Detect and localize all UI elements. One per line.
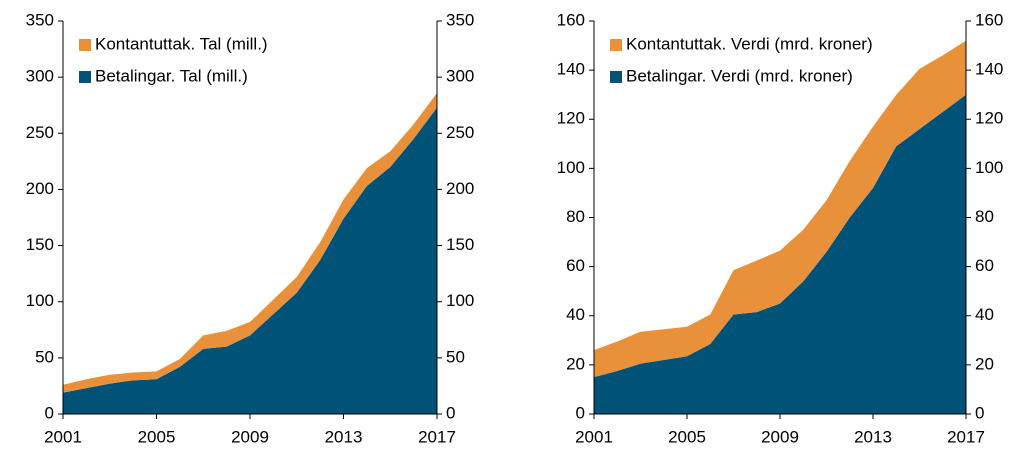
y2-tick-label: 140 (975, 60, 1003, 79)
x-tick-label: 2005 (138, 427, 176, 446)
y-tick-label: 140 (557, 60, 585, 79)
y2-tick-label: 200 (446, 179, 474, 198)
legend-label: Betalingar. Tal (mill.) (95, 66, 248, 85)
y2-tick-label: 300 (446, 67, 474, 86)
y-tick-label: 40 (566, 305, 585, 324)
y2-tick-label: 160 (975, 10, 1003, 29)
y-tick-label: 250 (26, 123, 54, 142)
legend-swatch (79, 71, 91, 83)
area (63, 92, 437, 393)
y-tick-label: 20 (566, 354, 585, 373)
legend-swatch (79, 39, 91, 51)
y-tick-label: 0 (576, 403, 585, 422)
y-tick-label: 0 (45, 403, 54, 422)
x-tick-label: 2013 (325, 427, 363, 446)
legend-label: Kontantuttak. Verdi (mrd. kroner) (626, 34, 873, 53)
x-tick-label: 2017 (418, 427, 456, 446)
x-tick-label: 2001 (575, 427, 613, 446)
y2-tick-label: 100 (446, 291, 474, 310)
area (63, 107, 437, 415)
y-tick-label: 100 (26, 291, 54, 310)
y2-tick-label: 250 (446, 123, 474, 142)
y-tick-label: 120 (557, 109, 585, 128)
y2-tick-label: 0 (975, 403, 984, 422)
y-tick-label: 60 (566, 256, 585, 275)
y-tick-label: 200 (26, 179, 54, 198)
legend-swatch (610, 71, 622, 83)
y2-tick-label: 60 (975, 256, 994, 275)
y2-tick-label: 80 (975, 207, 994, 226)
y2-tick-label: 0 (446, 403, 455, 422)
x-tick-label: 2001 (44, 427, 82, 446)
y-tick-label: 150 (26, 235, 54, 254)
x-tick-label: 2009 (761, 427, 799, 446)
y-tick-label: 300 (26, 67, 54, 86)
y2-tick-label: 150 (446, 235, 474, 254)
area (594, 94, 966, 414)
legend-label: Kontantuttak. Tal (mill.) (95, 34, 268, 53)
y-tick-label: 160 (557, 10, 585, 29)
y2-tick-label: 20 (975, 354, 994, 373)
y-tick-label: 350 (26, 10, 54, 29)
area (594, 40, 966, 378)
y2-tick-label: 350 (446, 10, 474, 29)
y2-tick-label: 120 (975, 109, 1003, 128)
y-tick-label: 100 (557, 158, 585, 177)
x-tick-label: 2017 (947, 427, 985, 446)
y2-tick-label: 50 (446, 347, 465, 366)
y-tick-label: 50 (35, 347, 54, 366)
legend-label: Betalingar. Verdi (mrd. kroner) (626, 66, 853, 85)
x-tick-label: 2009 (231, 427, 269, 446)
y-tick-label: 80 (566, 207, 585, 226)
legend-swatch (610, 39, 622, 51)
y2-tick-label: 100 (975, 158, 1003, 177)
x-tick-label: 2005 (668, 427, 706, 446)
x-tick-label: 2013 (854, 427, 892, 446)
y2-tick-label: 40 (975, 305, 994, 324)
